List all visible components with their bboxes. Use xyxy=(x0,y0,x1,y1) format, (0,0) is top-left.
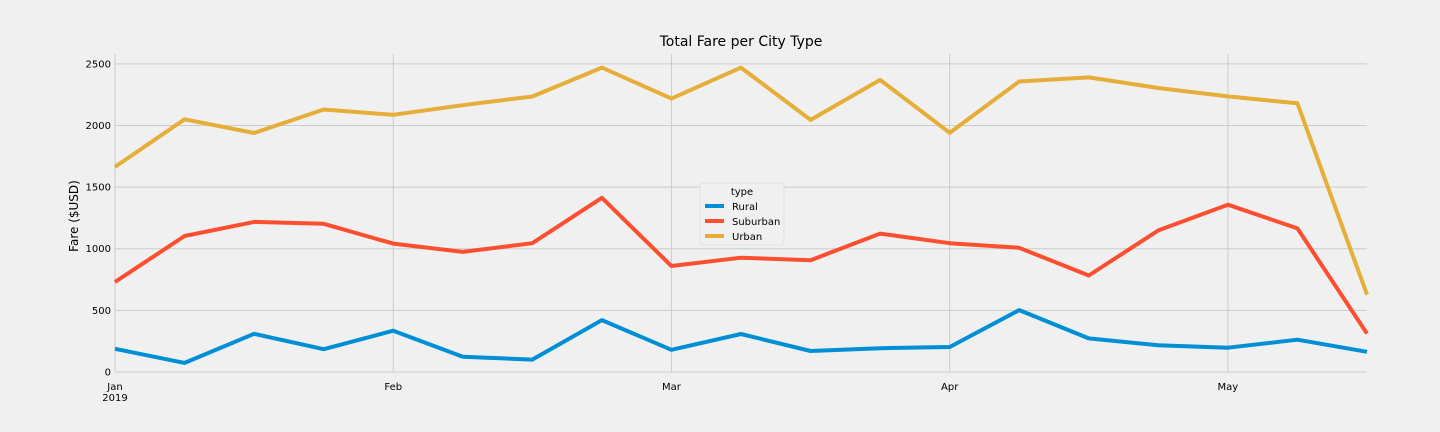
y-axis-ticks: 0 500 1000 1500 2000 2500 xyxy=(86,59,111,378)
x-tick-label: Mar xyxy=(662,382,682,393)
legend-title: type xyxy=(731,187,753,198)
legend-label-suburban: Suburban xyxy=(732,217,780,228)
legend-label-urban: Urban xyxy=(732,232,762,243)
series-lines xyxy=(113,65,1369,365)
x-tick-label: May xyxy=(1218,382,1239,393)
y-tick-label: 0 xyxy=(105,368,111,379)
series-line-rural xyxy=(114,308,1368,365)
y-tick-label: 2000 xyxy=(86,121,111,132)
x-tick-label: Feb xyxy=(384,382,402,393)
x-tick-sublabel: 2019 xyxy=(102,393,127,404)
grid xyxy=(114,54,1367,373)
y-tick-label: 1500 xyxy=(86,183,111,194)
chart-title: Total Fare per City Type xyxy=(659,34,823,50)
series-line-suburban xyxy=(113,195,1369,335)
y-axis-label: Fare ($USD) xyxy=(67,180,81,252)
x-tick-label: Apr xyxy=(941,382,959,393)
x-tick-label: Jan xyxy=(106,382,122,393)
y-tick-label: 500 xyxy=(92,306,111,317)
legend-label-rural: Rural xyxy=(732,202,758,213)
y-tick-label: 2500 xyxy=(86,59,111,70)
legend: type Rural Suburban Urban xyxy=(699,182,785,246)
series-line-urban xyxy=(113,65,1369,296)
legend-box xyxy=(699,182,785,246)
y-tick-label: 1000 xyxy=(86,244,111,255)
